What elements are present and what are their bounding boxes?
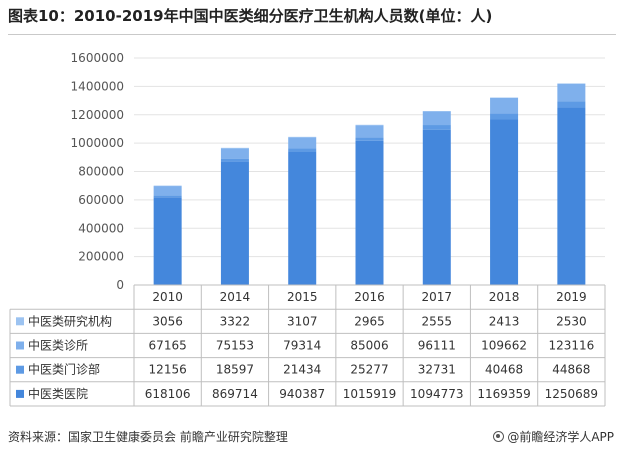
table-cell: 2530	[556, 314, 587, 328]
table-cell: 12156	[149, 363, 187, 377]
x-category-label: 2019	[556, 290, 587, 304]
table-cell: 25277	[350, 363, 388, 377]
x-category-label: 2014	[220, 290, 251, 304]
table-cell: 85006	[350, 339, 388, 353]
table-cell: 79314	[283, 339, 321, 353]
table-cell: 18597	[216, 363, 254, 377]
table-cell: 67165	[149, 339, 187, 353]
bar-segment	[288, 137, 317, 149]
legend-label: 中医类诊所	[28, 338, 88, 353]
legend-swatch	[16, 317, 24, 326]
data-table: 2010 2014 2015 2016 2017 2018 2019 中医类研究机构 3056 3…	[9, 284, 606, 407]
brand-logo-icon	[493, 431, 505, 442]
legend-label: 中医类医院	[28, 386, 88, 401]
bar-segment	[288, 148, 317, 152]
y-tick-label: 400000	[78, 221, 124, 235]
x-category-label: 2015	[287, 290, 318, 304]
table-cell: 3056	[152, 314, 183, 328]
table-cell: 21434	[283, 363, 321, 377]
y-tick-label: 200000	[78, 250, 124, 264]
table-cell: 1094773	[410, 387, 463, 401]
y-axis-tick-labels: 0 200000 400000 600000 800000 1000000 1200000 1…	[71, 51, 124, 292]
bar-segment	[153, 195, 182, 198]
source-note: 资料来源：国家卫生健康委员会 前瞻产业研究院整理	[8, 430, 288, 444]
legend-label: 中医类门诊部	[28, 362, 100, 377]
legend-swatch	[16, 389, 24, 398]
table-cell: 618106	[145, 387, 191, 401]
bar-segment	[490, 113, 519, 120]
bars-layer	[153, 83, 586, 285]
bar-segment	[220, 148, 249, 159]
table-cell: 2413	[489, 314, 520, 328]
y-tick-label: 1400000	[71, 79, 124, 93]
x-category-label: 2016	[354, 290, 385, 304]
table-cell: 32731	[418, 363, 456, 377]
bar-segment	[355, 125, 384, 138]
bar-segment	[557, 83, 586, 102]
bar-segment	[220, 158, 249, 162]
brand-credit: @前瞻经济学人APP	[493, 428, 614, 445]
x-category-label: 2010	[152, 290, 183, 304]
table-cell: 2965	[354, 314, 385, 328]
y-tick-label: 1000000	[71, 136, 124, 150]
brand-text: @前瞻经济学人APP	[507, 430, 614, 444]
y-tick-label: 800000	[78, 165, 124, 179]
bar-segment	[490, 119, 519, 285]
table-cell: 3322	[220, 314, 251, 328]
bar-segment	[355, 137, 384, 141]
bar-segment	[490, 97, 519, 114]
bar-segment	[422, 111, 451, 126]
bar-segment	[153, 197, 182, 285]
bar-segment	[557, 101, 586, 108]
table-cell: 940387	[279, 387, 325, 401]
table-cell: 123116	[548, 339, 594, 353]
table-cell: 109662	[481, 339, 527, 353]
bar-segment	[153, 186, 182, 196]
bar-segment	[422, 129, 451, 285]
table-cell: 3107	[287, 314, 318, 328]
title-divider	[8, 34, 616, 35]
legend-label: 中医类研究机构	[28, 313, 112, 328]
legend-swatch	[16, 365, 24, 374]
table-cell: 1250689	[545, 387, 598, 401]
table-cell: 96111	[418, 339, 456, 353]
table-cell: 2555	[422, 314, 453, 328]
chart-title: 图表10：2010-2019年中国中医类细分医疗卫生机构人员数(单位：人)	[8, 7, 493, 25]
legend-swatch	[16, 341, 24, 350]
bar-segment	[288, 151, 317, 285]
table-cell: 1169359	[477, 387, 530, 401]
y-tick-label: 1200000	[71, 108, 124, 122]
bar-segment	[355, 140, 384, 285]
bar-segment	[422, 125, 451, 130]
table-cell: 1015919	[343, 387, 396, 401]
table-cell: 44868	[552, 363, 590, 377]
bar-segment	[557, 107, 586, 285]
y-tick-label: 0	[116, 278, 124, 292]
table-cell: 75153	[216, 339, 254, 353]
table-cell: 869714	[212, 387, 258, 401]
table-cell: 40468	[485, 363, 523, 377]
x-category-label: 2017	[422, 290, 453, 304]
y-tick-label: 1600000	[71, 51, 124, 65]
bar-segment	[220, 161, 249, 285]
y-tick-label: 600000	[78, 193, 124, 207]
x-category-label: 2018	[489, 290, 520, 304]
